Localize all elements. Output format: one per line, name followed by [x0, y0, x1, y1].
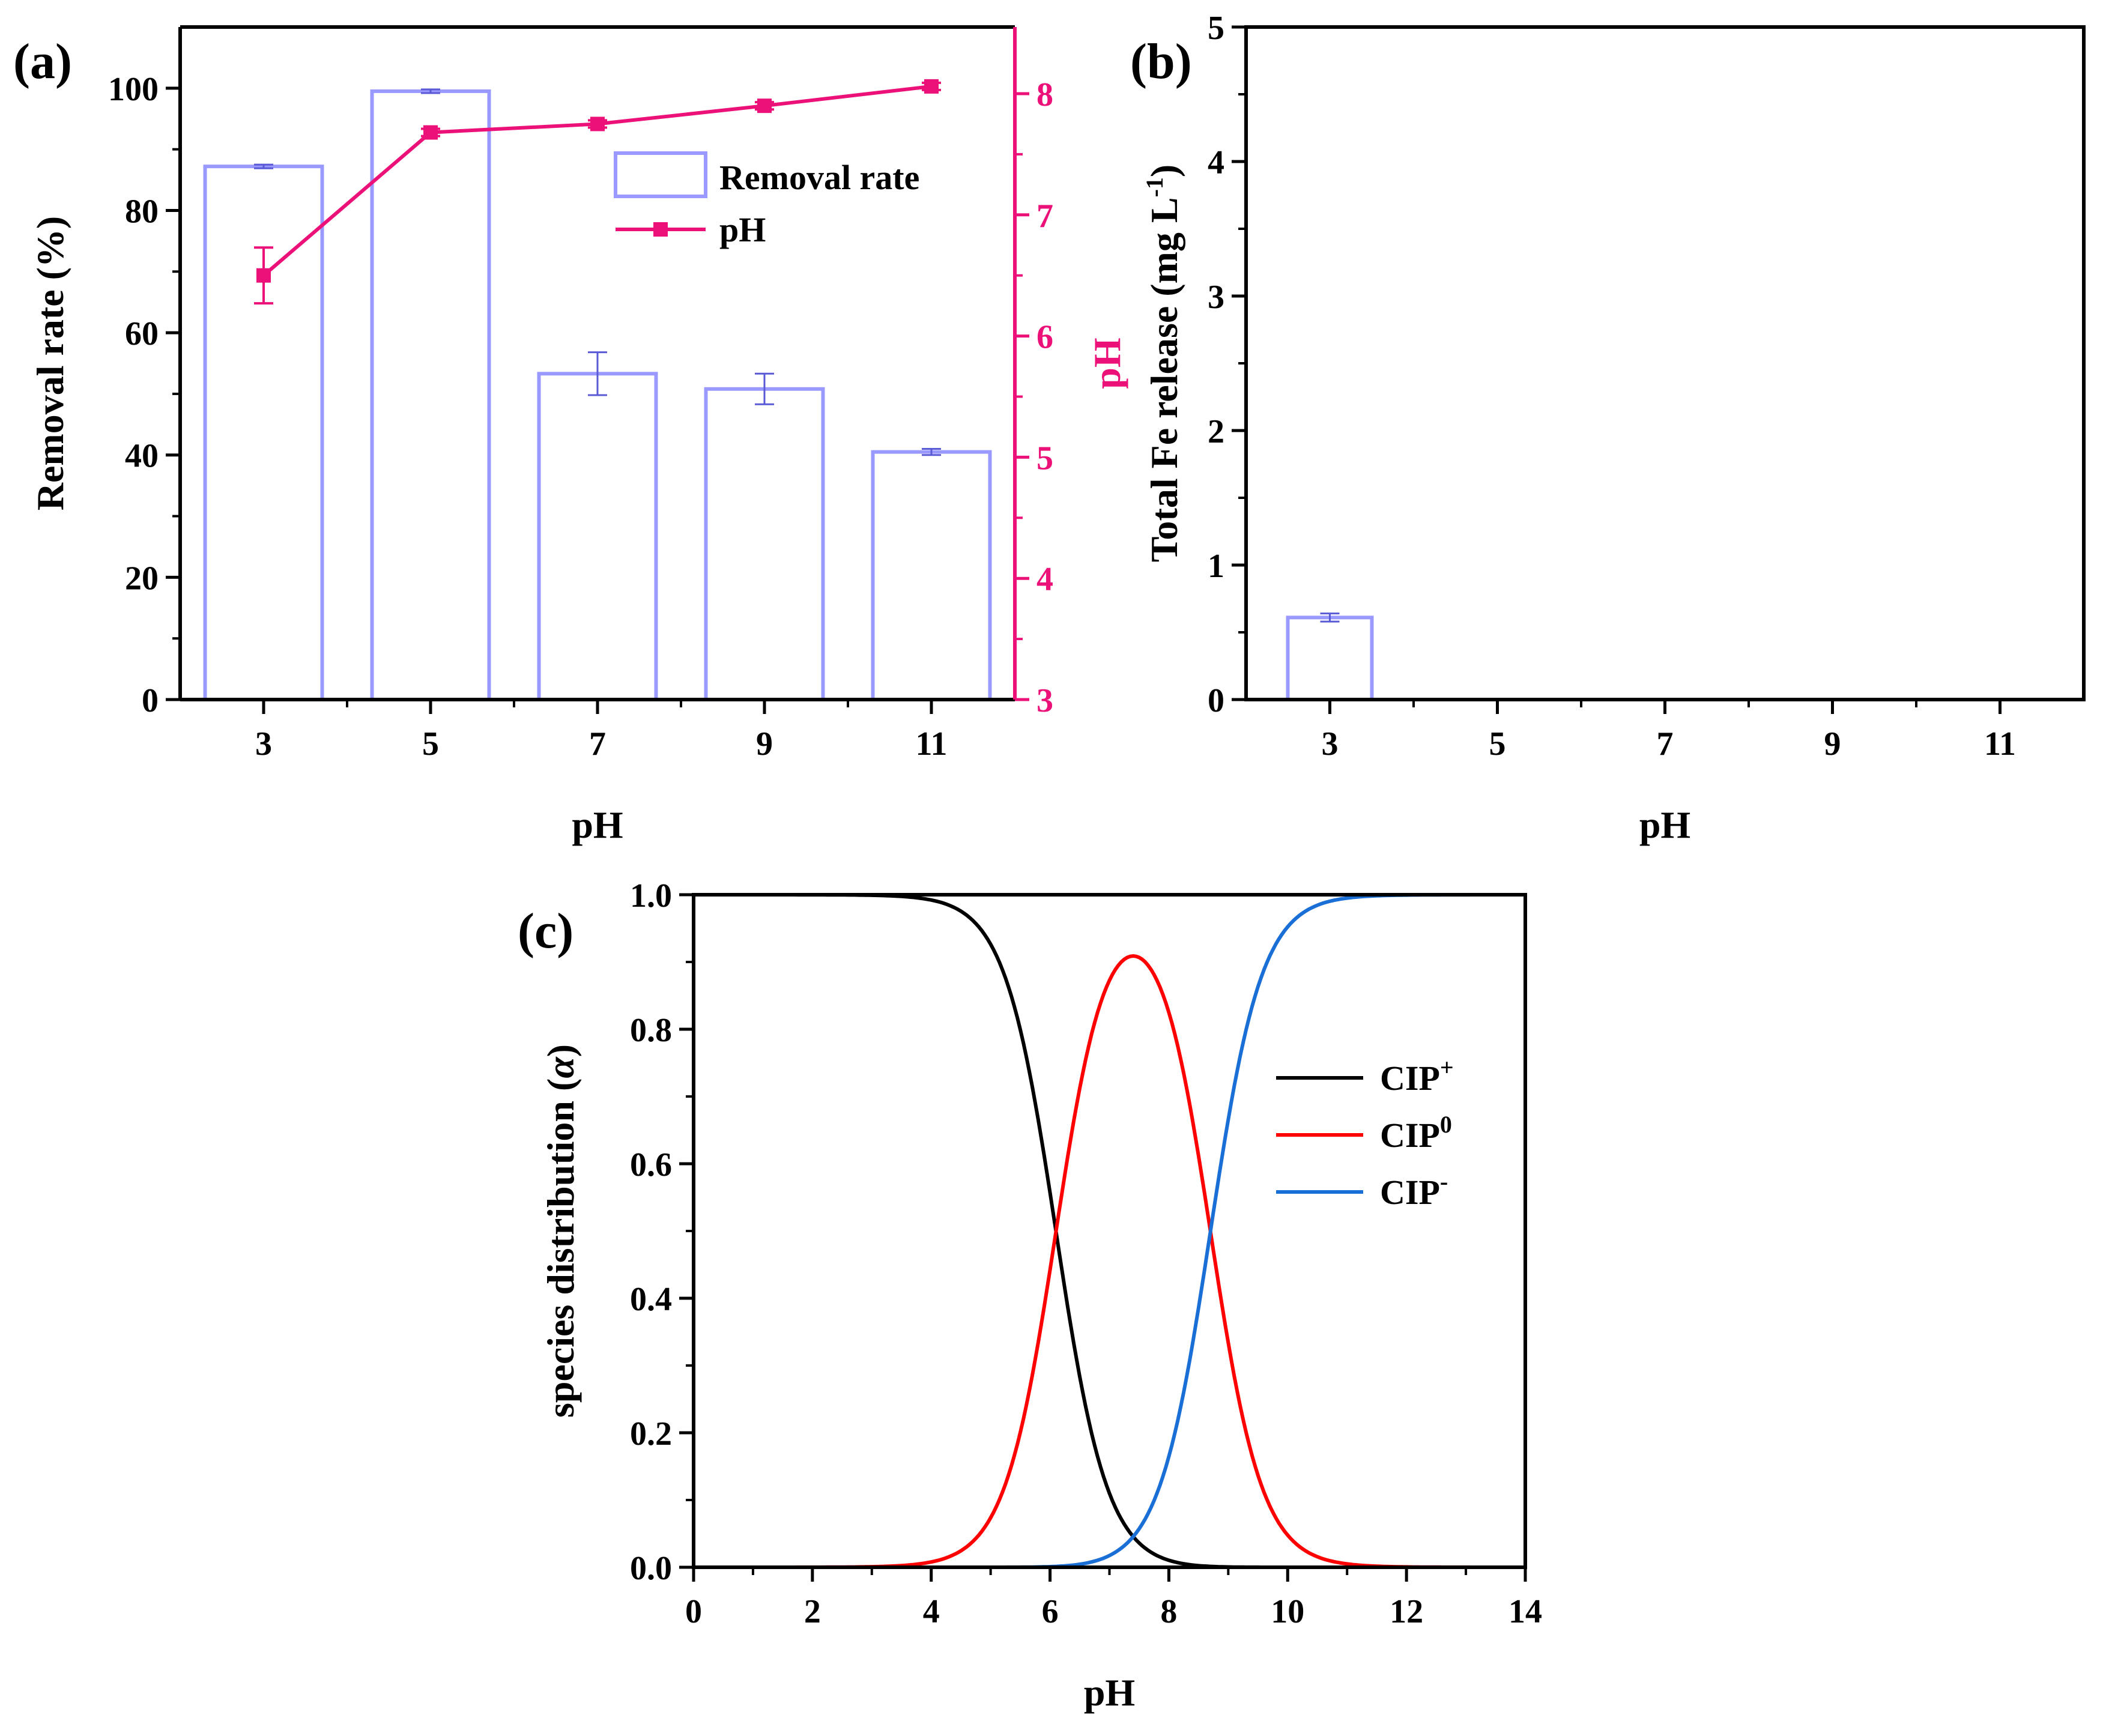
panel-a-ph-point-3	[256, 268, 271, 283]
panel-a-bar-9	[704, 387, 825, 701]
panel-a-bar-5	[370, 89, 491, 701]
panel-c-curve-cip-zero	[694, 954, 1525, 1569]
panel-c-y-axis-title-close: )	[539, 1044, 582, 1057]
panel-c-xtick-label: 8	[1160, 1593, 1177, 1630]
panel-a-legend-label-removal: Removal rate	[719, 158, 919, 197]
panel-a-x-axis-title: pH	[572, 803, 623, 846]
panel-c-legend-label-cip-plus: CIP+	[1380, 1054, 1454, 1098]
panel-c-legend-label-sup: -	[1440, 1168, 1448, 1195]
panel-c-curve-cip-minus	[694, 893, 1525, 1569]
panel-b-ytick-label: 0	[1208, 682, 1224, 719]
panel-c-xtick-label: 4	[923, 1593, 940, 1630]
panel-c-ytick-label: 0.2	[630, 1415, 672, 1453]
panel-b-ytick-label: 5	[1208, 10, 1224, 47]
panel-c-legend-label-sup: +	[1440, 1054, 1454, 1081]
panel-b-xtick-label: 9	[1824, 725, 1841, 763]
panel-a-legend-swatch-ph-point	[653, 222, 668, 237]
panel-a-xtick-label: 3	[255, 725, 272, 763]
panel-b-ytick-label: 2	[1208, 413, 1224, 450]
panel-a-ytick-label: 80	[125, 193, 159, 230]
panel-c-ytick-label: 0.4	[630, 1281, 672, 1318]
panel-c-x-axis-title: pH	[1084, 1671, 1135, 1714]
panel-c-legend-label-name: CIP	[1380, 1173, 1440, 1212]
panel-a-bar-7	[537, 372, 658, 701]
panel-a-ytick-label: 60	[125, 315, 159, 352]
panel-c-ytick-label: 0.0	[630, 1550, 672, 1587]
panel-c-y-axis-title: species distribution (α)	[539, 1044, 582, 1418]
panel-b-ytick-label: 4	[1208, 144, 1224, 181]
panel-c-y-axis-title-symbol: α	[539, 1056, 582, 1078]
panel-a-y2tick-label: 5	[1036, 440, 1053, 477]
panel-a-y2-axis-title: pH	[1086, 337, 1128, 389]
panel-b-bar-3	[1286, 615, 1374, 701]
panel-a-ytick-label: 0	[142, 682, 159, 719]
panel-b-frame	[1244, 25, 2086, 701]
panel-c-xtick-label: 12	[1390, 1593, 1423, 1630]
panel-a-bar-11	[871, 450, 992, 701]
panel-a-legend-label-ph: pH	[719, 210, 766, 249]
panel-b-label: (b)	[1130, 34, 1192, 89]
panel-b-x-axis-title: pH	[1639, 803, 1690, 846]
panel-a-ytick-label: 100	[108, 71, 159, 108]
panel-a-ytick-label: 40	[125, 438, 159, 475]
panel-c-ytick-label: 1.0	[630, 877, 672, 915]
panel-a-ph-point-7	[590, 116, 605, 132]
panel-c-xtick-label: 10	[1271, 1593, 1304, 1630]
panel-c-xtick-label: 6	[1042, 1593, 1059, 1630]
panel-a-ph-point-11	[924, 79, 939, 94]
panel-c-legend-label-name: CIP	[1380, 1116, 1440, 1155]
panel-b-y-axis-title: Total Fe release (mg L-1)	[1141, 165, 1185, 563]
panel-a-y-axis-title: Removal rate (%)	[29, 216, 71, 510]
panel-b-ytick-label: 3	[1208, 279, 1224, 316]
panel-c-frame	[692, 893, 1527, 1569]
panel-c-ytick-label: 0.6	[630, 1146, 672, 1184]
panel-c-legend-label-name: CIP	[1380, 1059, 1440, 1098]
panel-a-ph-point-9	[757, 98, 772, 113]
panel-a-xtick-label: 5	[422, 725, 439, 763]
panel-a-y2tick-label: 7	[1036, 198, 1053, 235]
panel-b-xtick-label: 3	[1322, 725, 1339, 763]
panel-c-curve-cip-plus	[694, 893, 1525, 1569]
panel-c-legend-label-cip-zero: CIP0	[1380, 1111, 1452, 1155]
panel-b-y-axis-title-sup: -1	[1141, 177, 1168, 197]
panel-a-y2tick-label: 3	[1036, 682, 1053, 719]
panel-b-xtick-label: 11	[1984, 725, 2016, 763]
panel-c-ytick-label: 0.8	[630, 1012, 672, 1049]
panel-b-y-axis-title-close: )	[1143, 165, 1185, 177]
panel-a-ytick-label: 20	[125, 560, 159, 597]
panel-a-xtick-label: 11	[916, 725, 948, 763]
panel-a-y2tick-label: 8	[1036, 76, 1053, 113]
panel-c-y-axis-title-main: species distribution (	[539, 1078, 582, 1418]
panel-b-xtick-label: 5	[1489, 725, 1506, 763]
panel-a-ph-point-5	[423, 125, 438, 140]
panel-a-xtick-label: 9	[756, 725, 773, 763]
panel-b-y-axis-title-main: Total Fe release (mg L	[1143, 197, 1185, 562]
panel-a-y2tick-label: 4	[1036, 561, 1053, 598]
panel-c-legend-label-sup: 0	[1440, 1111, 1452, 1138]
panel-a-xtick-label: 7	[589, 725, 606, 763]
panel-c-xtick-label: 14	[1508, 1593, 1542, 1630]
panel-c-legend-label-cip-minus: CIP-	[1380, 1168, 1448, 1212]
panel-c-xtick-label: 2	[804, 1593, 821, 1630]
panel-a-y2tick-label: 6	[1036, 319, 1053, 356]
panel-b-xtick-label: 7	[1657, 725, 1674, 763]
panel-a-legend-swatch-removal	[614, 151, 707, 198]
panel-b-ytick-label: 1	[1208, 548, 1224, 585]
panel-c-xtick-label: 0	[685, 1593, 702, 1630]
panel-c-label: (c)	[518, 903, 573, 959]
panel-a-label: (a)	[13, 34, 72, 89]
